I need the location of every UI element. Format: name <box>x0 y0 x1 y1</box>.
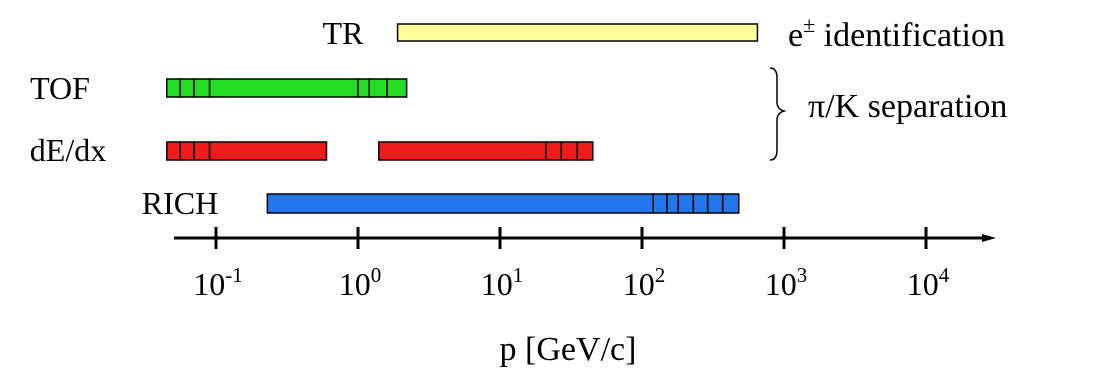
pik-group-brace <box>769 67 787 161</box>
rich-high-extension-3 <box>677 193 695 214</box>
de-dx-low-extension-2 <box>179 141 195 161</box>
detector-label-rich: RICH <box>142 185 218 221</box>
de-dx-high-extension-2 <box>560 141 579 161</box>
de-dx-high-extension-3 <box>576 141 594 161</box>
tof-range-bar-1 <box>208 78 359 98</box>
de-dx-low-extension-1 <box>166 141 181 161</box>
de-dx-range-bar-1 <box>208 141 328 161</box>
tof-low-extension-1 <box>166 78 181 98</box>
detector-label-tr: TR <box>323 15 365 51</box>
tof-high-extension-3 <box>386 78 408 98</box>
tof-low-extension-3 <box>193 78 211 98</box>
rich-high-extension-2 <box>666 193 679 214</box>
x-axis: 10-1 100 101 102 103 104 <box>174 227 996 302</box>
detector-label-tof: TOF <box>30 70 90 106</box>
rich-high-extension-1 <box>652 193 668 214</box>
tof-high-extension-1 <box>357 78 370 98</box>
group-label-e-identification: e± identification <box>788 12 1005 54</box>
de-dx-low-extension-3 <box>193 141 211 161</box>
de-dx-high-extension-1 <box>545 141 563 161</box>
rich-high-extension-5 <box>706 193 724 214</box>
rich-range-bar-1 <box>266 193 654 214</box>
x-tick-label-2: 102 <box>623 263 666 302</box>
group-annotations: e± identification π/K separation <box>769 12 1007 161</box>
detector-label-de-dx: dE/dx <box>30 132 106 168</box>
rich-high-extension-6 <box>721 193 740 214</box>
detector-bars <box>166 23 759 214</box>
x-tick-label-1: 101 <box>481 263 524 302</box>
tof-low-extension-2 <box>179 78 195 98</box>
rich-high-extension-4 <box>692 193 709 214</box>
x-tick-label-3: 103 <box>765 263 808 302</box>
de-dx-range-bar-2 <box>378 141 547 161</box>
x-tick-label-4: 104 <box>907 263 950 302</box>
x-axis-label: p [GeV/c] <box>500 331 637 368</box>
tof-high-extension-2 <box>368 78 388 98</box>
group-label-pik-separation: π/K separation <box>808 88 1007 125</box>
detector-labels: TR TOF dE/dx RICH <box>30 15 364 221</box>
x-axis-arrow <box>982 234 996 242</box>
tr-range-bar-1 <box>396 23 759 42</box>
x-tick-label-0: 100 <box>339 263 382 302</box>
x-tick-label--1: 10-1 <box>193 263 243 302</box>
